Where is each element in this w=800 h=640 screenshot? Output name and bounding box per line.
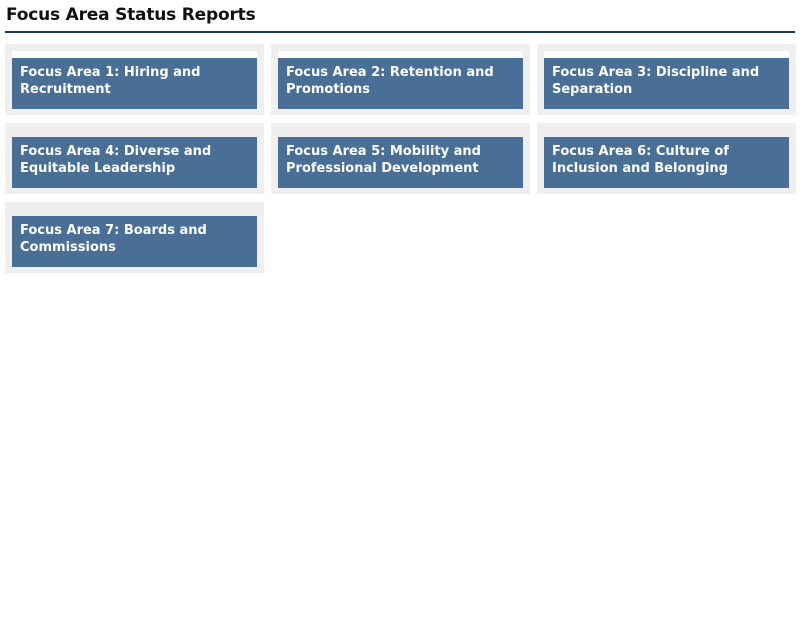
focus-area-card-7: Focus Area 7: Boards and Commissions: [5, 202, 264, 273]
card-top-band: [544, 51, 789, 58]
focus-area-card-1: Focus Area 1: Hiring and Recruitment: [5, 44, 264, 115]
card-top-band: [278, 51, 523, 58]
card-top-band: [12, 51, 257, 58]
focus-area-7-link[interactable]: Focus Area 7: Boards and Commissions: [12, 216, 257, 267]
focus-area-card-5: Focus Area 5: Mobility and Professional …: [271, 123, 530, 194]
focus-area-card-4: Focus Area 4: Diverse and Equitable Lead…: [5, 123, 264, 194]
focus-area-6-link[interactable]: Focus Area 6: Culture of Inclusion and B…: [544, 137, 789, 188]
focus-area-card-2: Focus Area 2: Retention and Promotions: [271, 44, 530, 115]
focus-area-5-link[interactable]: Focus Area 5: Mobility and Professional …: [278, 137, 523, 188]
focus-area-3-link[interactable]: Focus Area 3: Discipline and Separation: [544, 58, 789, 109]
focus-area-4-link[interactable]: Focus Area 4: Diverse and Equitable Lead…: [12, 137, 257, 188]
focus-area-card-6: Focus Area 6: Culture of Inclusion and B…: [537, 123, 796, 194]
focus-area-1-link[interactable]: Focus Area 1: Hiring and Recruitment: [12, 58, 257, 109]
focus-area-2-link[interactable]: Focus Area 2: Retention and Promotions: [278, 58, 523, 109]
page-header: Focus Area Status Reports: [5, 0, 795, 33]
page-title: Focus Area Status Reports: [6, 5, 256, 25]
focus-area-card-3: Focus Area 3: Discipline and Separation: [537, 44, 796, 115]
focus-area-grid: Focus Area 1: Hiring and Recruitment Foc…: [5, 44, 796, 273]
